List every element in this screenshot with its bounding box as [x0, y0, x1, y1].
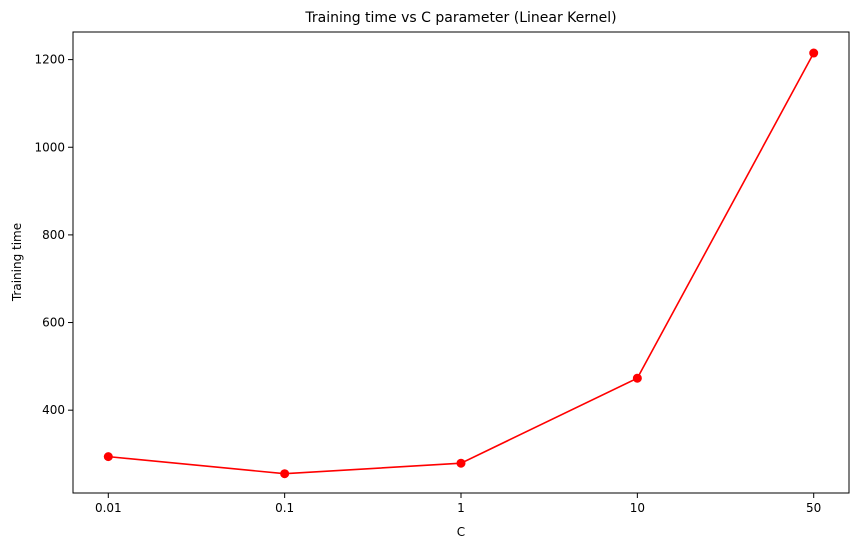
y-axis: 400 600 800 1000 1200 — [34, 53, 73, 417]
y-axis-label: Training time — [10, 223, 24, 302]
series-line — [108, 52, 815, 475]
y-tick-label: 800 — [42, 228, 65, 242]
data-point — [280, 469, 290, 479]
x-tick-label: 50 — [806, 501, 821, 515]
plot-area — [103, 48, 819, 479]
y-tick-label: 600 — [42, 316, 65, 330]
data-point — [809, 48, 819, 58]
y-tick-label: 400 — [42, 403, 65, 417]
x-tick-label: 0.01 — [95, 501, 122, 515]
x-tick-label: 0.1 — [275, 501, 294, 515]
x-axis: 0.01 0.1 1 10 50 — [95, 493, 821, 515]
chart-title: Training time vs C parameter (Linear Ker… — [304, 10, 616, 26]
x-axis-label: C — [457, 525, 465, 539]
data-point — [103, 452, 113, 462]
data-point — [456, 458, 466, 468]
axes-frame — [72, 31, 850, 494]
data-point — [632, 373, 642, 383]
y-tick-label: 1200 — [34, 53, 65, 67]
y-tick-label: 1000 — [34, 140, 65, 154]
x-tick-label: 1 — [457, 501, 465, 515]
x-tick-label: 10 — [630, 501, 645, 515]
